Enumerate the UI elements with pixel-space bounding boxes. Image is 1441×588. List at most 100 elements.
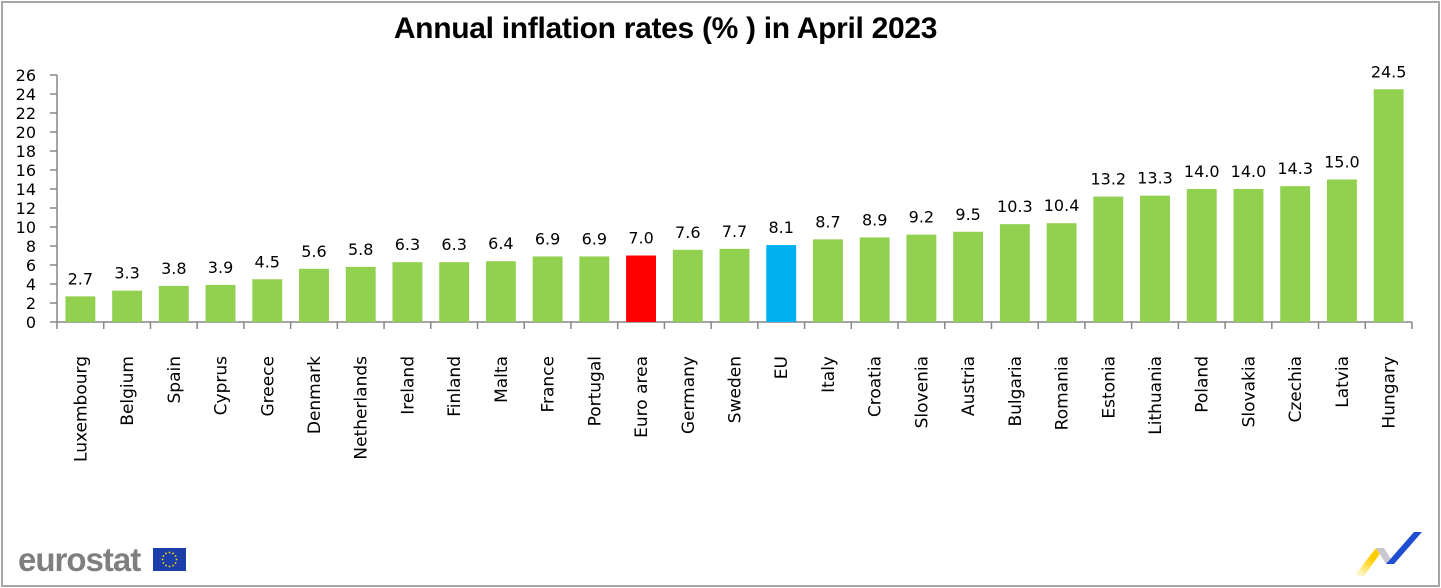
category-labels: Luxembourg Belgium Spain Cyprus Greece Denmar… (71, 356, 1399, 462)
category-label: Luxembourg (71, 356, 91, 462)
data-label: 10.4 (1044, 196, 1080, 215)
data-label: 15.0 (1324, 153, 1360, 172)
category-label: Malta (492, 356, 512, 403)
bar (1140, 195, 1170, 322)
bar (532, 256, 563, 322)
bar (299, 268, 329, 322)
eu-star (161, 558, 164, 561)
category-label: Slovenia (912, 356, 932, 428)
category-label: Croatia (866, 356, 886, 417)
category-label: Germany (679, 356, 699, 434)
y-tick-label: 10 (16, 218, 36, 237)
y-tick-label: 22 (16, 104, 36, 123)
bar (65, 296, 96, 322)
category-label: Hungary (1380, 356, 1400, 429)
bar (906, 234, 937, 322)
eu-star (168, 565, 171, 568)
y-tick-label: 18 (16, 142, 36, 161)
y-tick-label: 14 (16, 180, 36, 199)
data-label: 24.5 (1371, 62, 1407, 81)
bar (1093, 196, 1124, 322)
category-label: EU (772, 356, 792, 379)
data-label: 6.4 (488, 234, 513, 253)
y-tick-label: 26 (16, 66, 36, 85)
eu-star (165, 564, 167, 567)
eu-star (162, 562, 165, 564)
data-label: 9.5 (955, 205, 980, 224)
data-label: 6.9 (582, 229, 607, 248)
category-label: Sweden (726, 356, 746, 423)
data-label: 7.0 (628, 229, 653, 248)
data-labels: 2.7 3.3 3.8 3.9 4.5 5.6 5.8 6.3 6.3 6.4 6.9 6.9 7.0 7… (68, 62, 1407, 288)
eu-stars-icon (161, 551, 178, 568)
category-label: Spain (165, 356, 185, 404)
bar (252, 279, 283, 322)
eu-star (172, 564, 174, 567)
eu-star (174, 555, 177, 557)
bar (766, 245, 797, 322)
bar (1233, 189, 1264, 322)
eu-star (174, 562, 177, 564)
eu-star (162, 555, 165, 557)
data-label: 13.3 (1137, 169, 1173, 188)
y-tick-label: 0 (26, 313, 36, 332)
x-axis (56, 321, 1413, 329)
category-label: France (539, 356, 559, 413)
data-label: 3.3 (114, 264, 139, 283)
data-label: 4.5 (255, 252, 280, 271)
data-label: 10.3 (997, 197, 1033, 216)
data-label: 6.9 (535, 229, 560, 248)
category-label: Netherlands (352, 356, 372, 460)
data-label: 5.6 (301, 242, 326, 261)
category-label: Estonia (1099, 356, 1119, 419)
category-label: Ireland (398, 356, 418, 415)
bar (1186, 189, 1217, 322)
bar (112, 290, 143, 322)
eu-star (165, 552, 167, 555)
eurostat-brand-mark-icon (1354, 532, 1422, 576)
category-label: Portugal (585, 356, 605, 426)
bar (1046, 223, 1077, 322)
bar (953, 231, 984, 322)
category-label: Bulgaria (1006, 356, 1026, 427)
eu-star (175, 558, 178, 561)
data-label: 13.2 (1090, 170, 1126, 189)
chart-title: Annual inflation rates (% ) in April 202… (393, 12, 938, 45)
eu-flag-icon (153, 548, 186, 571)
bar (158, 285, 189, 322)
category-label: Latvia (1333, 356, 1353, 408)
category-label: Slovakia (1239, 356, 1259, 427)
data-label: 6.3 (441, 235, 466, 254)
data-label: 14.3 (1277, 159, 1313, 178)
y-tick-label: 16 (16, 161, 36, 180)
bar (812, 239, 843, 322)
data-label: 14.0 (1231, 162, 1267, 181)
category-label: Belgium (118, 356, 138, 426)
bar (579, 256, 610, 322)
data-label: 8.1 (768, 218, 793, 237)
y-tick-label: 24 (16, 85, 36, 104)
bars (65, 89, 1404, 322)
data-label: 8.9 (862, 210, 887, 229)
y-tick-label: 6 (26, 256, 36, 275)
category-label: Romania (1053, 356, 1073, 430)
category-label: Lithuania (1146, 356, 1166, 435)
data-label: 9.2 (909, 208, 934, 227)
y-tick-label: 20 (16, 123, 36, 142)
category-label: Finland (445, 356, 465, 417)
y-tick-label: 4 (26, 275, 36, 294)
bar (1280, 186, 1311, 322)
bar (1373, 89, 1404, 322)
data-label: 14.0 (1184, 162, 1220, 181)
category-label: Italy (819, 356, 839, 393)
eu-star (172, 552, 174, 555)
data-label: 7.7 (722, 222, 747, 241)
y-tick-label: 8 (26, 237, 36, 256)
bar (485, 261, 516, 322)
category-label: Cyprus (212, 356, 232, 415)
y-tick-label: 12 (16, 199, 36, 218)
data-label: 3.8 (161, 259, 186, 278)
